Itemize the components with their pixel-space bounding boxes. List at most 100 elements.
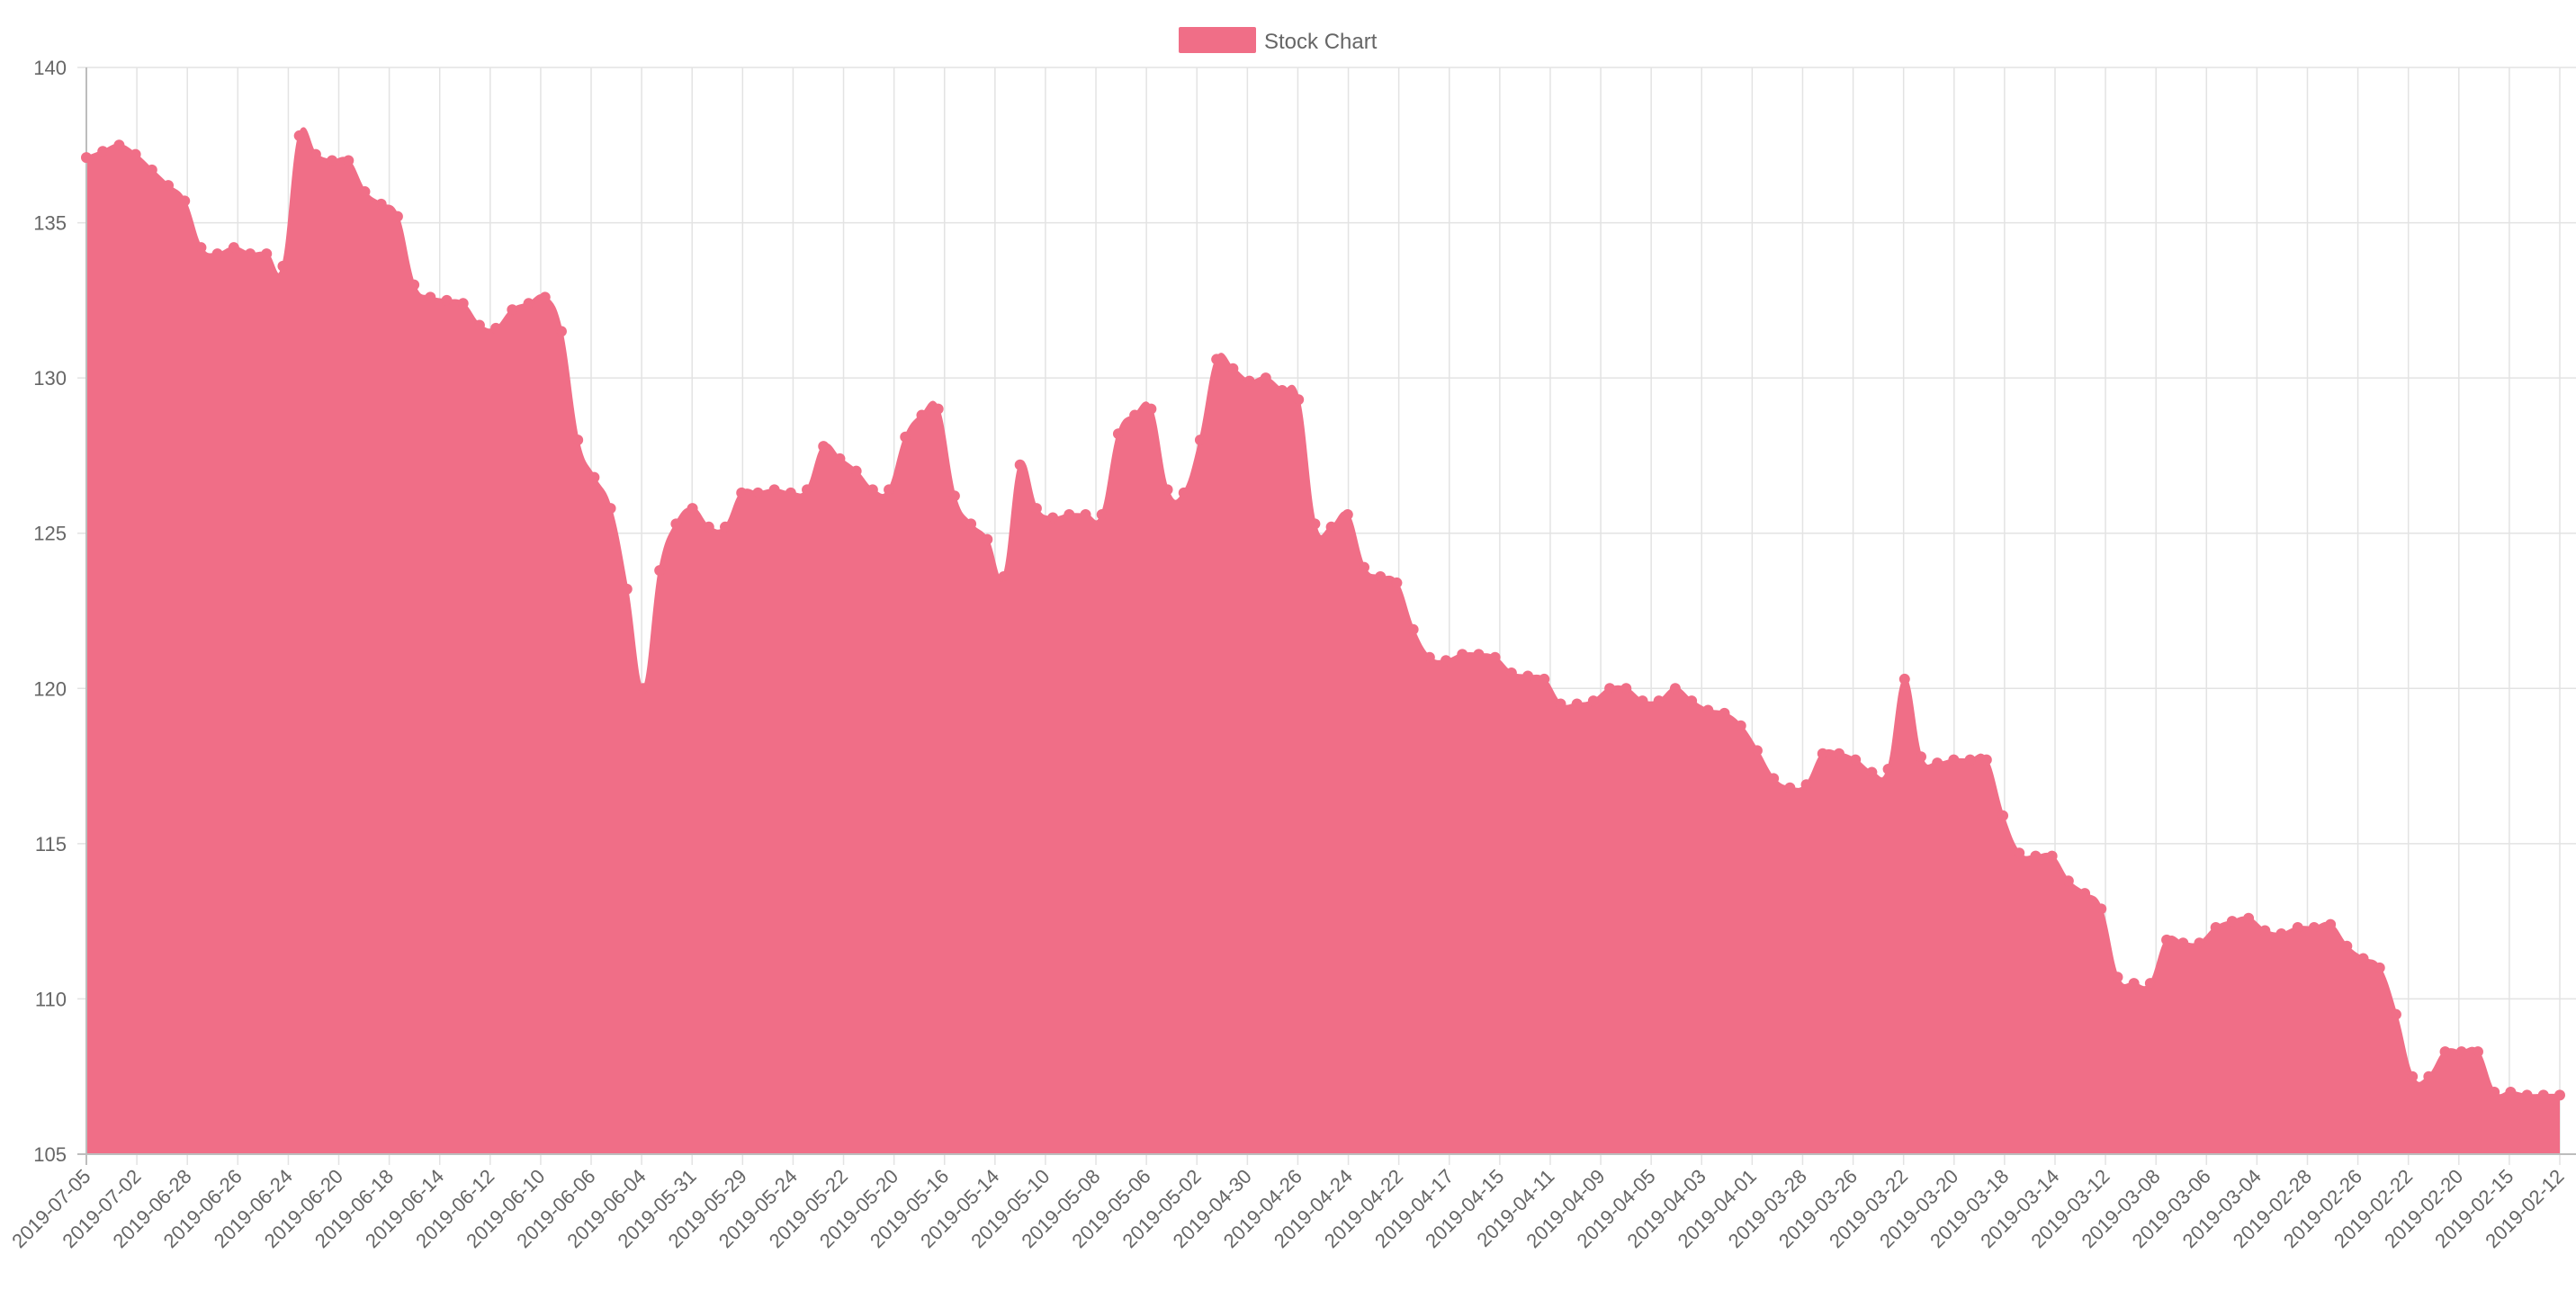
data-point[interactable] — [2521, 1089, 2533, 1101]
data-point[interactable] — [1915, 751, 1926, 763]
data-point[interactable] — [1227, 363, 1239, 374]
data-point[interactable] — [408, 279, 420, 291]
data-point[interactable] — [1375, 571, 1387, 583]
data-point[interactable] — [687, 503, 698, 515]
data-point[interactable] — [343, 155, 355, 166]
data-point[interactable] — [113, 139, 125, 151]
data-point[interactable] — [916, 409, 928, 421]
legend-label-stock-chart[interactable]: Stock Chart — [1264, 30, 1378, 54]
data-point[interactable] — [948, 490, 960, 502]
data-point[interactable] — [2505, 1086, 2517, 1097]
data-point[interactable] — [1719, 707, 1730, 719]
data-point[interactable] — [720, 521, 732, 533]
data-point[interactable] — [1980, 754, 1992, 766]
data-point[interactable] — [1194, 434, 1206, 446]
data-point[interactable] — [1080, 509, 1091, 521]
legend-swatch-stock-chart[interactable] — [1179, 27, 1256, 53]
data-point[interactable] — [2357, 953, 2369, 964]
data-point[interactable] — [621, 583, 633, 595]
data-point[interactable] — [2390, 1008, 2401, 1020]
data-point[interactable] — [1735, 720, 1746, 731]
data-point[interactable] — [2226, 916, 2238, 927]
data-point[interactable] — [2046, 850, 2058, 862]
data-point[interactable] — [2062, 875, 2074, 887]
data-point[interactable] — [490, 322, 502, 334]
data-point[interactable] — [1162, 484, 1173, 496]
data-point[interactable] — [1620, 683, 1632, 694]
data-point[interactable] — [1669, 683, 1681, 694]
data-point[interactable] — [1932, 757, 1943, 769]
data-point[interactable] — [1178, 487, 1189, 498]
data-point[interactable] — [81, 152, 92, 164]
data-point[interactable] — [1145, 403, 1157, 415]
data-point[interactable] — [277, 260, 289, 272]
data-point[interactable] — [866, 484, 878, 496]
data-point[interactable] — [2177, 937, 2189, 949]
data-point[interactable] — [539, 291, 551, 303]
data-point[interactable] — [1325, 521, 1337, 533]
data-point[interactable] — [1243, 375, 1255, 387]
data-point[interactable] — [1850, 754, 1862, 766]
data-point[interactable] — [2374, 962, 2385, 973]
data-point[interactable] — [359, 186, 371, 198]
data-point[interactable] — [1539, 673, 1550, 685]
data-point[interactable] — [1997, 810, 2009, 821]
data-point[interactable] — [375, 198, 387, 210]
data-point[interactable] — [2407, 1071, 2419, 1082]
data-point[interactable] — [982, 533, 993, 545]
data-point[interactable] — [1866, 766, 1878, 778]
data-point[interactable] — [2194, 937, 2205, 949]
data-point[interactable] — [163, 180, 175, 192]
data-point[interactable] — [2275, 927, 2287, 939]
data-point[interactable] — [1473, 649, 1485, 660]
data-point[interactable] — [327, 155, 338, 166]
data-point[interactable] — [1441, 655, 1452, 667]
data-point[interactable] — [2455, 1046, 2467, 1058]
data-point[interactable] — [523, 298, 534, 309]
data-point[interactable] — [1211, 354, 1223, 365]
data-point[interactable] — [310, 148, 321, 160]
data-point[interactable] — [1096, 509, 1108, 521]
data-point[interactable] — [1014, 459, 1026, 470]
data-point[interactable] — [146, 164, 157, 175]
data-point[interactable] — [588, 471, 600, 483]
data-point[interactable] — [1489, 651, 1501, 663]
data-point[interactable] — [2472, 1046, 2483, 1058]
data-point[interactable] — [752, 487, 764, 498]
data-point[interactable] — [97, 146, 109, 157]
data-point[interactable] — [1898, 673, 1910, 685]
data-point[interactable] — [1948, 754, 1960, 766]
data-point[interactable] — [736, 487, 748, 498]
data-point[interactable] — [2341, 940, 2353, 952]
data-point[interactable] — [1064, 509, 1075, 521]
data-point[interactable] — [2423, 1071, 2435, 1082]
data-point[interactable] — [1604, 683, 1616, 694]
data-point[interactable] — [2144, 978, 2156, 990]
data-point[interactable] — [507, 304, 518, 316]
data-point[interactable] — [1047, 512, 1059, 524]
data-point[interactable] — [1391, 577, 1403, 588]
data-point[interactable] — [441, 294, 453, 306]
data-point[interactable] — [1293, 394, 1305, 406]
legend[interactable]: Stock Chart — [1179, 27, 1378, 54]
data-point[interactable] — [473, 319, 485, 331]
data-point[interactable] — [228, 242, 239, 254]
data-point[interactable] — [1129, 409, 1141, 421]
data-point[interactable] — [2292, 922, 2303, 934]
data-point[interactable] — [1587, 695, 1599, 707]
data-point[interactable] — [1751, 745, 1763, 757]
data-point[interactable] — [457, 298, 469, 309]
data-point[interactable] — [932, 403, 944, 415]
data-point[interactable] — [884, 484, 895, 496]
data-point[interactable] — [2112, 972, 2123, 983]
data-point[interactable] — [2014, 847, 2025, 859]
data-point[interactable] — [900, 431, 911, 443]
data-point[interactable] — [1309, 518, 1321, 530]
data-point[interactable] — [2030, 850, 2042, 862]
data-point[interactable] — [2308, 922, 2320, 934]
data-point[interactable] — [802, 484, 813, 496]
data-point[interactable] — [1637, 695, 1648, 707]
data-point[interactable] — [425, 291, 436, 303]
data-point[interactable] — [555, 326, 567, 337]
data-point[interactable] — [245, 248, 256, 260]
